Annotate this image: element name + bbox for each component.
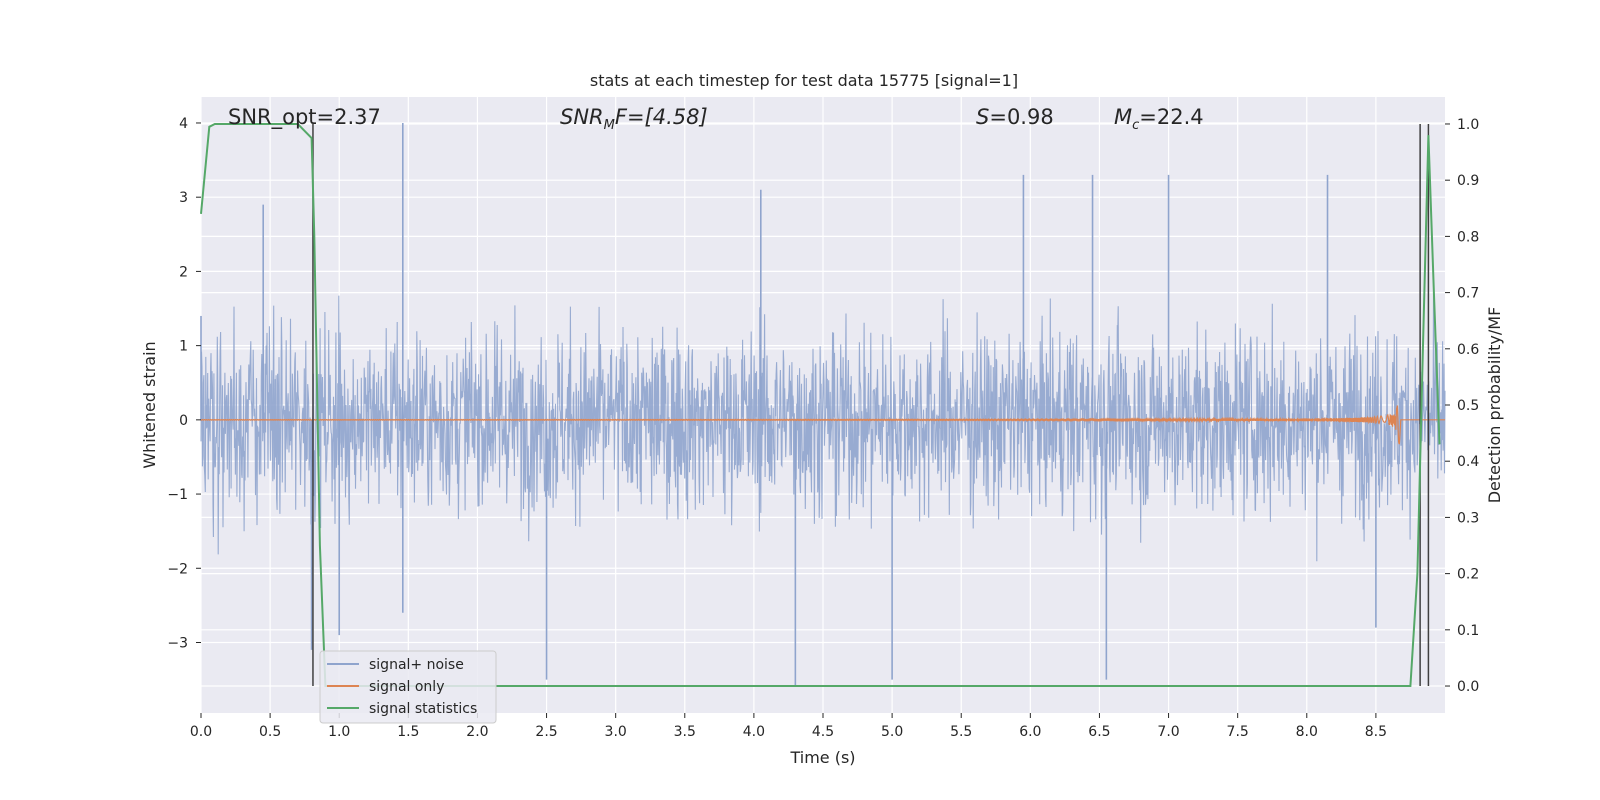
- y-left-tick-label: 1: [179, 339, 188, 355]
- y-axis-right: 0.0 0.1 0.2 0.3 0.4 0.5 0.6 0.7 0.8 0.9 1.0: [1445, 117, 1479, 695]
- y-left-tick-label: −3: [167, 635, 188, 651]
- x-tick-label: 6.5: [1088, 724, 1110, 740]
- annotation-mc-tail: =22.4: [1139, 105, 1203, 129]
- x-tick-label: 2.0: [466, 724, 488, 740]
- series-signal-noise: [200, 122, 1446, 688]
- line-signal-statistics: [200, 123, 1441, 687]
- x-tick-label: 4.0: [743, 724, 765, 740]
- x-tick-label: 5.5: [950, 724, 972, 740]
- x-axis-label: Time (s): [789, 748, 855, 767]
- y-right-tick-label: 0.8: [1457, 229, 1479, 245]
- line-signal-only: [200, 405, 1445, 445]
- annotation-mc: Mc=22.4: [1114, 105, 1204, 133]
- annotation-s: S=0.98: [976, 105, 1054, 129]
- legend-label-signal: signal only: [369, 679, 444, 695]
- x-axis: 0.0 0.5 1.0 1.5 2.0 2.5 3.0 3.5 4.0 4.5 5.0 5.5 6.0 6…: [190, 713, 1387, 740]
- y-right-tick-label: 0.6: [1457, 342, 1479, 358]
- y-left-tick-label: 4: [179, 116, 188, 132]
- line-signal-noise: [200, 292, 1446, 562]
- x-tick-label: 6.0: [1019, 724, 1041, 740]
- x-tick-label: 3.0: [605, 724, 627, 740]
- y-axis-left-label: Whitened strain: [140, 341, 159, 468]
- y-right-tick-label: 0.7: [1457, 286, 1479, 302]
- y-left-tick-label: 2: [179, 264, 188, 280]
- y-right-tick-label: 0.9: [1457, 173, 1479, 189]
- annotation-snr-mf-sub: M: [604, 118, 615, 133]
- annotation-s-tail: =0.98: [989, 105, 1053, 129]
- x-tick-label: 1.0: [328, 724, 350, 740]
- y-right-tick-label: 0.0: [1457, 679, 1479, 695]
- annotation-s-label: S: [976, 105, 989, 129]
- annotation-snr-mf: SNRMF=[4.58]: [560, 105, 708, 133]
- y-right-tick-label: 0.3: [1457, 510, 1479, 526]
- y-right-tick-label: 0.2: [1457, 567, 1479, 583]
- annotation-mc-sub: c: [1132, 118, 1139, 133]
- legend-label-stats: signal statistics: [369, 701, 477, 717]
- legend: signal+ noise signal only signal statist…: [319, 650, 497, 724]
- x-tick-label: 0.0: [190, 724, 212, 740]
- x-tick-label: 8.0: [1296, 724, 1318, 740]
- x-tick-label: 2.5: [535, 724, 557, 740]
- y-left-tick-label: −1: [167, 487, 188, 503]
- x-tick-label: 3.5: [674, 724, 696, 740]
- y-right-tick-label: 1.0: [1457, 117, 1479, 133]
- series-signal-only: [200, 405, 1445, 445]
- x-tick-label: 7.5: [1227, 724, 1249, 740]
- y-left-tick-label: 0: [179, 413, 188, 429]
- annotation-snr-opt: SNR_opt=2.37: [228, 105, 381, 130]
- y-axis-right-label: Detection probability/MF: [1485, 307, 1504, 504]
- series-signal-statistics: [200, 123, 1441, 687]
- y-axis-left: −3 −2 −1 0 1 2 3 4: [167, 116, 201, 651]
- annotation-mc-label: M: [1114, 105, 1132, 129]
- legend-label-noise: signal+ noise: [369, 657, 464, 673]
- x-tick-label: 4.5: [812, 724, 834, 740]
- legend-box: [319, 650, 497, 724]
- y-right-tick-label: 0.5: [1457, 398, 1479, 414]
- y-right-tick-label: 0.4: [1457, 454, 1479, 470]
- annotation-snr-mf-label: SNR: [560, 105, 604, 129]
- x-tick-label: 0.5: [259, 724, 281, 740]
- y-right-tick-label: 0.1: [1457, 623, 1479, 639]
- y-left-tick-label: −2: [167, 561, 188, 577]
- y-left-tick-label: 3: [179, 190, 188, 206]
- x-tick-label: 1.5: [397, 724, 419, 740]
- chart-title: stats at each timestep for test data 157…: [590, 71, 1018, 90]
- x-tick-label: 8.5: [1365, 724, 1387, 740]
- x-tick-label: 5.0: [881, 724, 903, 740]
- annotation-snr-mf-tail: F=[4.58]: [615, 105, 708, 129]
- x-tick-label: 7.0: [1157, 724, 1179, 740]
